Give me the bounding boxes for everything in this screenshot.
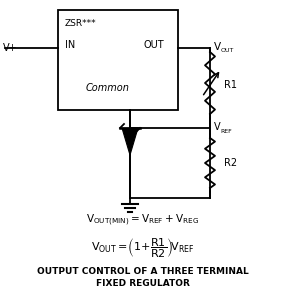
Text: R2: R2 bbox=[224, 158, 237, 168]
Text: V+: V+ bbox=[3, 43, 18, 53]
Text: FIXED REGULATOR: FIXED REGULATOR bbox=[96, 279, 190, 288]
Text: OUT: OUT bbox=[221, 49, 234, 54]
Text: R1: R1 bbox=[224, 80, 237, 90]
Polygon shape bbox=[122, 128, 138, 155]
Text: OUT: OUT bbox=[143, 40, 164, 50]
Text: V: V bbox=[214, 42, 221, 52]
Text: IN: IN bbox=[65, 40, 75, 50]
Text: OUTPUT CONTROL OF A THREE TERMINAL: OUTPUT CONTROL OF A THREE TERMINAL bbox=[37, 267, 249, 276]
Text: $\mathsf{V_{OUT} = \!\left(1\!+\!\dfrac{R1}{R2}\right)\!V_{REF}}$: $\mathsf{V_{OUT} = \!\left(1\!+\!\dfrac{… bbox=[91, 236, 195, 260]
Bar bbox=[58, 10, 178, 110]
Text: ZSR***: ZSR*** bbox=[65, 19, 97, 28]
Text: REF: REF bbox=[220, 129, 232, 134]
Text: $\mathsf{V_{OUT(MIN)}}$$\mathsf{ = V_{REF} + V_{REG}}$: $\mathsf{V_{OUT(MIN)}}$$\mathsf{ = V_{RE… bbox=[86, 212, 200, 228]
Text: V: V bbox=[214, 122, 221, 132]
Text: Common: Common bbox=[86, 83, 130, 93]
